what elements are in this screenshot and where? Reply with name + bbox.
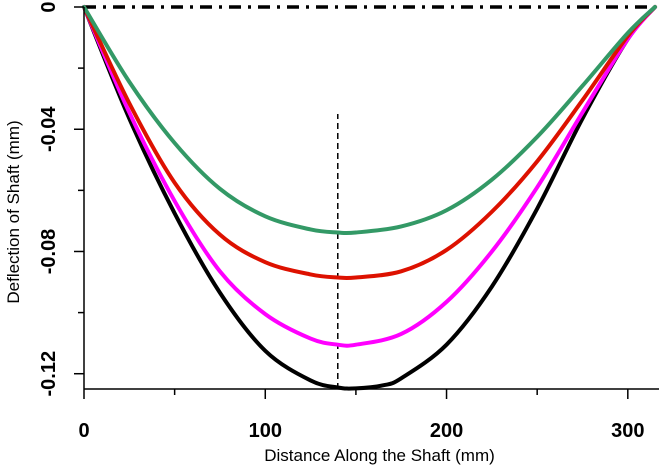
x-tick-label: 200 xyxy=(430,420,463,442)
series-line-4 xyxy=(82,5,657,236)
axes xyxy=(83,7,659,390)
y-tick-label: 0 xyxy=(38,1,60,12)
y-tick-label: -0.12 xyxy=(38,351,60,397)
series-line-3 xyxy=(82,5,657,281)
tick-labels: 0 100 200 300 0 -0.04 -0.08 -0.12 xyxy=(38,1,644,442)
series-line-1 xyxy=(82,5,657,391)
tick-marks xyxy=(74,6,629,399)
x-axis-title: Distance Along the Shaft (mm) xyxy=(264,446,495,465)
y-tick-label: -0.04 xyxy=(38,106,60,152)
series-line-2 xyxy=(82,5,657,348)
reference-lines xyxy=(84,5,655,389)
x-tick-label: 100 xyxy=(249,420,282,442)
x-tick-label: 0 xyxy=(78,420,89,442)
y-axis-title: Deflection of Shaft (mm) xyxy=(4,120,23,303)
series-layer xyxy=(82,5,657,391)
x-tick-label: 300 xyxy=(611,420,644,442)
y-tick-label: -0.08 xyxy=(38,229,60,275)
